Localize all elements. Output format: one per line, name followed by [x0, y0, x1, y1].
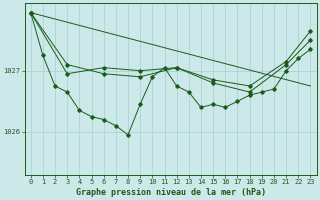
- X-axis label: Graphe pression niveau de la mer (hPa): Graphe pression niveau de la mer (hPa): [76, 188, 266, 197]
